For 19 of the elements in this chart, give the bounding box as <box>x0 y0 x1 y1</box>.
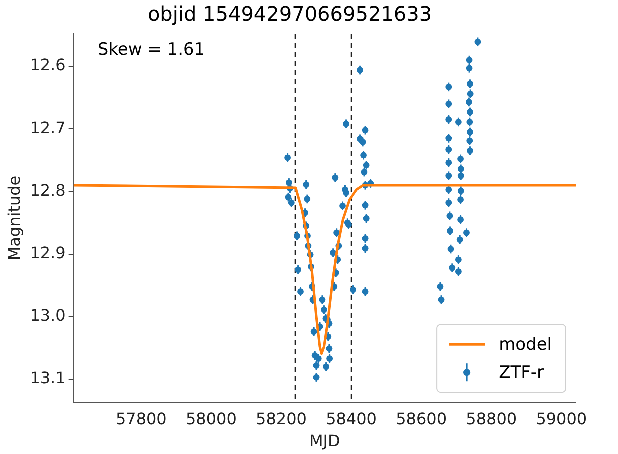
x-tick-label: 58600 <box>396 409 448 428</box>
x-tick-label: 58800 <box>466 409 518 428</box>
legend-label: ZTF-r <box>499 363 544 384</box>
y-tick-label: 13.0 <box>30 306 66 326</box>
y-tick-label: 12.9 <box>30 243 66 262</box>
annotation: Skew = 1.61 <box>98 40 206 60</box>
x-tick-label: 58200 <box>256 409 307 428</box>
y-tick-label: 12.6 <box>30 56 66 75</box>
chart-title: objid 154942970669521633 <box>148 2 432 26</box>
x-tick-label: 59000 <box>536 409 588 428</box>
y-tick-label: 12.8 <box>30 180 66 200</box>
legend-label: model <box>499 335 552 356</box>
x-tick-label: 57800 <box>116 409 167 428</box>
x-tick-label: 58400 <box>326 409 377 428</box>
y-axis-title: Magnitude <box>4 176 24 261</box>
y-tick-label: 13.1 <box>30 368 66 388</box>
y-tick-label: 12.7 <box>30 118 66 138</box>
x-tick-label: 58000 <box>186 409 237 428</box>
x-axis-title: MJD <box>309 432 340 451</box>
